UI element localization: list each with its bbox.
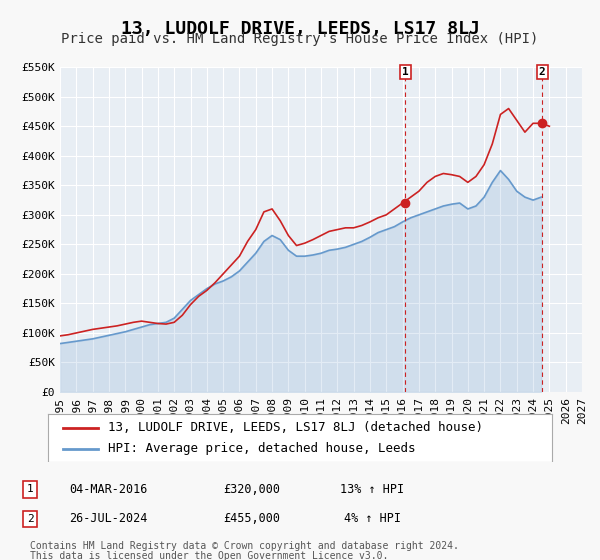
- Text: 13% ↑ HPI: 13% ↑ HPI: [340, 483, 404, 496]
- Text: 26-JUL-2024: 26-JUL-2024: [69, 512, 147, 525]
- Text: 13, LUDOLF DRIVE, LEEDS, LS17 8LJ: 13, LUDOLF DRIVE, LEEDS, LS17 8LJ: [121, 20, 479, 38]
- Text: 13, LUDOLF DRIVE, LEEDS, LS17 8LJ (detached house): 13, LUDOLF DRIVE, LEEDS, LS17 8LJ (detac…: [109, 421, 484, 434]
- Text: 1: 1: [402, 67, 409, 77]
- Text: £320,000: £320,000: [223, 483, 281, 496]
- Text: HPI: Average price, detached house, Leeds: HPI: Average price, detached house, Leed…: [109, 442, 416, 455]
- Text: 2: 2: [26, 514, 34, 524]
- Text: £455,000: £455,000: [223, 512, 281, 525]
- Text: 2: 2: [539, 67, 545, 77]
- Text: 1: 1: [26, 484, 34, 494]
- Text: 4% ↑ HPI: 4% ↑ HPI: [343, 512, 401, 525]
- Text: Price paid vs. HM Land Registry's House Price Index (HPI): Price paid vs. HM Land Registry's House …: [61, 32, 539, 46]
- Text: This data is licensed under the Open Government Licence v3.0.: This data is licensed under the Open Gov…: [30, 551, 388, 560]
- Text: 04-MAR-2016: 04-MAR-2016: [69, 483, 147, 496]
- Text: Contains HM Land Registry data © Crown copyright and database right 2024.: Contains HM Land Registry data © Crown c…: [30, 542, 459, 551]
